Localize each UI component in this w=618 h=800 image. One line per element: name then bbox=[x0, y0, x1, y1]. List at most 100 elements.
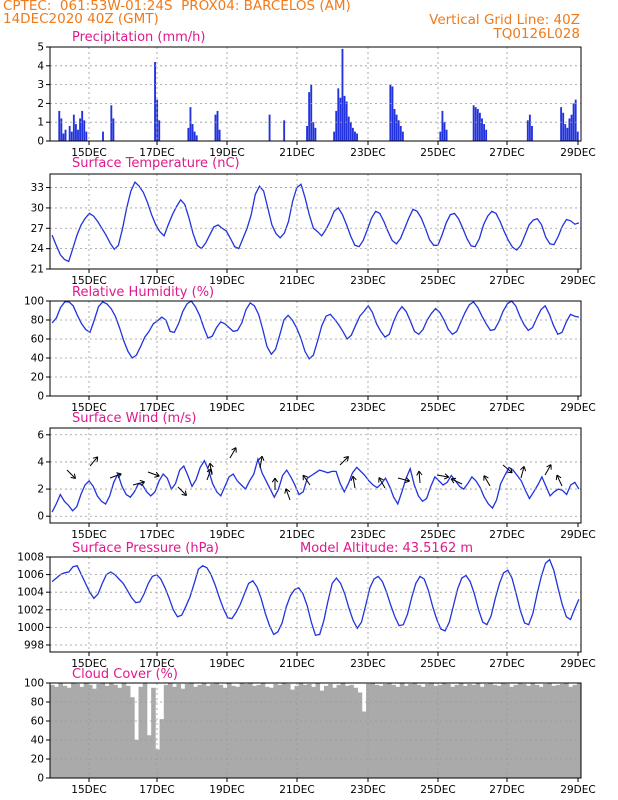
precip-bar bbox=[191, 124, 194, 141]
cloud-bar bbox=[547, 683, 552, 778]
cloud-bar bbox=[231, 685, 236, 778]
precip-xtick-label: 21DEC bbox=[279, 147, 314, 159]
rh-series-line bbox=[51, 300, 580, 360]
cloud-bar bbox=[534, 684, 540, 778]
cloud-ytick-label: 20 bbox=[31, 754, 44, 766]
wind-arrow bbox=[177, 486, 187, 496]
cloud-bar bbox=[387, 683, 392, 778]
wind-xtick-label: 27DEC bbox=[489, 529, 524, 541]
temp-xtick-label: 17DEC bbox=[139, 275, 174, 287]
wind-xtick-label: 21DEC bbox=[279, 529, 314, 541]
temp-title: Surface Temperature (nC) bbox=[72, 156, 240, 171]
rh-xtick-label: 25DEC bbox=[420, 402, 455, 414]
temp-xtick-label: 15DEC bbox=[71, 275, 106, 287]
precip-xtick-label: 25DEC bbox=[420, 147, 455, 159]
cloud-bar bbox=[189, 683, 194, 778]
rh-ytick-label: 60 bbox=[31, 334, 44, 346]
wind-arrow-head bbox=[483, 475, 489, 481]
cloud-bar bbox=[54, 686, 59, 778]
cloud-bar bbox=[83, 683, 89, 778]
cloud-bar bbox=[564, 683, 569, 778]
pres-ytick-label: 1004 bbox=[17, 587, 44, 599]
temp-ytick-label: 30 bbox=[31, 202, 44, 214]
wind-arrow-head bbox=[546, 464, 552, 470]
precip-bar bbox=[445, 129, 448, 141]
cloud-bar bbox=[121, 683, 127, 778]
precip-bar bbox=[443, 122, 446, 141]
wind-arrow-head bbox=[258, 455, 265, 461]
precip-bar bbox=[572, 103, 575, 141]
rh-ytick-label: 20 bbox=[31, 372, 44, 384]
wind-arrow bbox=[378, 477, 386, 489]
rh-ytick-label: 40 bbox=[31, 353, 44, 365]
wind-arrow bbox=[397, 477, 410, 482]
wind-arrow-head bbox=[139, 479, 145, 486]
precip-bar bbox=[483, 124, 485, 141]
cloud-bar bbox=[79, 686, 85, 778]
cloud-bar bbox=[222, 687, 228, 778]
temp-frame bbox=[49, 173, 582, 270]
cloud-bar bbox=[214, 683, 219, 778]
wind-arrow bbox=[302, 474, 311, 486]
precip-bar bbox=[335, 110, 338, 141]
wind-arrow-head bbox=[555, 474, 562, 481]
precip-bar bbox=[345, 101, 348, 141]
pres-xtick-label: 27DEC bbox=[489, 658, 524, 670]
cloud-bar bbox=[113, 684, 118, 778]
cloud-bar bbox=[281, 683, 287, 778]
cloud-bar bbox=[172, 686, 177, 778]
cloud-bar bbox=[526, 685, 531, 778]
precip-bar bbox=[337, 88, 340, 141]
header-grid-note: Vertical Grid Line: 40Z bbox=[429, 12, 580, 28]
cloud-bar bbox=[205, 685, 211, 778]
precip-bar bbox=[314, 127, 317, 141]
cloud-ytick-label: 60 bbox=[31, 716, 44, 728]
precip-bar bbox=[566, 127, 569, 141]
temp-ytick-label: 33 bbox=[31, 182, 44, 194]
precip-bar bbox=[481, 118, 483, 141]
precip-bar bbox=[154, 62, 156, 141]
cloud-bar bbox=[568, 686, 573, 778]
wind-arrow bbox=[418, 470, 421, 484]
wind-arrow bbox=[520, 466, 525, 479]
cloud-bar bbox=[201, 683, 207, 778]
cloud-bar bbox=[125, 685, 131, 778]
precip-ytick-label: 5 bbox=[37, 42, 44, 54]
cloud-bar bbox=[513, 684, 519, 778]
temp-series-line bbox=[51, 180, 580, 263]
cloud-bar bbox=[315, 683, 321, 778]
wind-xtick-label: 17DEC bbox=[139, 529, 174, 541]
wind-xtick-label: 15DEC bbox=[71, 529, 106, 541]
cloud-bar bbox=[87, 684, 93, 778]
pres-xtick-label: 15DEC bbox=[71, 658, 106, 670]
precip-bar bbox=[391, 86, 394, 141]
precip-bar bbox=[214, 114, 217, 141]
precip-bar bbox=[568, 118, 571, 141]
cloud-bar bbox=[450, 686, 455, 778]
pres-ytick-label: 998 bbox=[24, 639, 44, 651]
precip-bar bbox=[485, 129, 488, 141]
cloud-bar bbox=[429, 683, 434, 778]
pres-xtick-label: 23DEC bbox=[350, 658, 385, 670]
precip-bar bbox=[354, 131, 356, 141]
precip-ytick-label: 0 bbox=[37, 136, 44, 148]
precip-xtick-label: 15DEC bbox=[71, 147, 106, 159]
wind-arrow-head bbox=[350, 475, 357, 481]
cloud-bar bbox=[399, 683, 405, 778]
wind-frame bbox=[49, 427, 582, 524]
cloud-bar bbox=[218, 684, 224, 778]
precip-bar bbox=[158, 120, 161, 141]
wind-arrow bbox=[285, 488, 291, 501]
wind-arrow bbox=[209, 463, 213, 476]
cloud-bar bbox=[416, 684, 422, 778]
wind-ytick-label: 4 bbox=[37, 456, 44, 468]
precip-bar bbox=[570, 114, 573, 141]
wind-xtick-label: 25DEC bbox=[420, 529, 455, 541]
precip-bar bbox=[349, 122, 352, 141]
header-station-line: CPTEC: 061:53W-01:24S PROX04: BARCELOS (… bbox=[3, 0, 351, 14]
cloud-bar bbox=[298, 683, 304, 778]
rh-title: Relative Humidity (%) bbox=[72, 285, 214, 300]
pres-ytick-label: 1000 bbox=[17, 622, 44, 634]
cloud-bar bbox=[319, 690, 325, 778]
